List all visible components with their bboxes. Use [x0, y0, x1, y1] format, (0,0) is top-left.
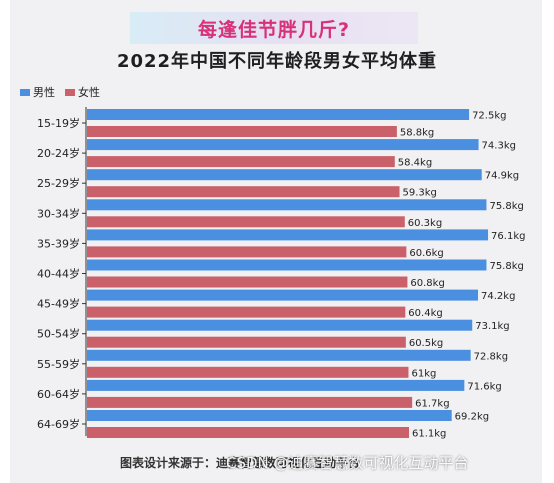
chart-legend: 男性 女性 — [20, 84, 100, 100]
data-label: 58.4kg — [398, 158, 432, 169]
data-label: 60.6kg — [409, 248, 443, 259]
bar-female — [87, 396, 413, 408]
category-label: 35-39岁 — [37, 236, 80, 250]
bar-male — [87, 379, 465, 391]
source-note: 图表设计来源于：迪赛智慧数可视化互动平台 — [120, 456, 361, 470]
category-label: 40-44岁 — [37, 267, 80, 281]
bar-female — [87, 427, 409, 438]
bar-female — [87, 246, 407, 258]
legend-label-male: 男性 — [33, 86, 55, 99]
bar-male — [87, 349, 471, 361]
bar-male — [87, 139, 479, 151]
data-label: 59.3kg — [403, 188, 437, 199]
legend-swatch-female — [65, 88, 75, 96]
bar-male — [87, 259, 487, 271]
banner-text: 每逢佳节胖几斤? — [197, 18, 351, 41]
bar-female — [87, 276, 408, 288]
legend-label-female: 女性 — [78, 86, 100, 99]
data-label: 69.2kg — [455, 412, 489, 423]
bar-male — [87, 199, 487, 211]
bar-male — [87, 229, 489, 241]
banner: 每逢佳节胖几斤? — [130, 12, 418, 44]
category-label: 15-19岁 — [37, 116, 80, 130]
category-label: 30-34岁 — [37, 206, 80, 220]
bar-male — [87, 319, 473, 331]
bar-female — [87, 186, 400, 198]
data-label: 72.5kg — [472, 111, 506, 122]
legend-item-female[interactable]: 女性 — [65, 84, 100, 100]
bar-male — [87, 109, 470, 120]
category-label: 55-59岁 — [37, 357, 80, 371]
data-label: 75.8kg — [489, 201, 523, 212]
chart-title: 2022年中国不同年龄段男女平均体重 — [116, 51, 438, 72]
category-label: 45-49岁 — [37, 297, 80, 311]
watermark: CSDN @迪赛智慧数可视化互动平台 — [226, 454, 469, 472]
category-label: 50-54岁 — [37, 327, 80, 341]
data-label: 75.8kg — [489, 261, 523, 272]
legend-swatch-male — [20, 88, 30, 96]
data-label: 58.8kg — [400, 128, 434, 139]
bar-female — [87, 366, 409, 378]
category-label: 60-64岁 — [37, 387, 80, 401]
data-label: 60.4kg — [408, 308, 442, 319]
data-label: 72.8kg — [474, 351, 508, 362]
data-label: 61.1kg — [412, 429, 446, 440]
legend-item-male[interactable]: 男性 — [20, 84, 55, 100]
bar-female — [87, 126, 397, 137]
bar-female — [87, 156, 395, 168]
data-label: 71.6kg — [467, 381, 501, 392]
data-label: 73.1kg — [475, 321, 509, 332]
data-label: 76.1kg — [491, 231, 525, 242]
data-label: 60.8kg — [410, 278, 444, 289]
bar-male — [87, 410, 452, 421]
data-label: 60.5kg — [409, 338, 443, 349]
data-label: 74.3kg — [482, 141, 516, 152]
bar-female — [87, 336, 406, 348]
bar-male — [87, 289, 479, 301]
category-label: 25-29岁 — [37, 176, 80, 190]
data-label: 61.7kg — [415, 398, 449, 409]
category-label: 20-24岁 — [37, 146, 80, 160]
data-label: 74.2kg — [481, 291, 515, 302]
data-label: 61kg — [411, 368, 436, 379]
data-label: 60.3kg — [408, 218, 442, 229]
bar-female — [87, 216, 405, 228]
bar-male — [87, 169, 482, 181]
category-label: 64-69岁 — [37, 417, 80, 431]
bar-female — [87, 306, 406, 318]
data-label: 74.9kg — [485, 171, 519, 182]
